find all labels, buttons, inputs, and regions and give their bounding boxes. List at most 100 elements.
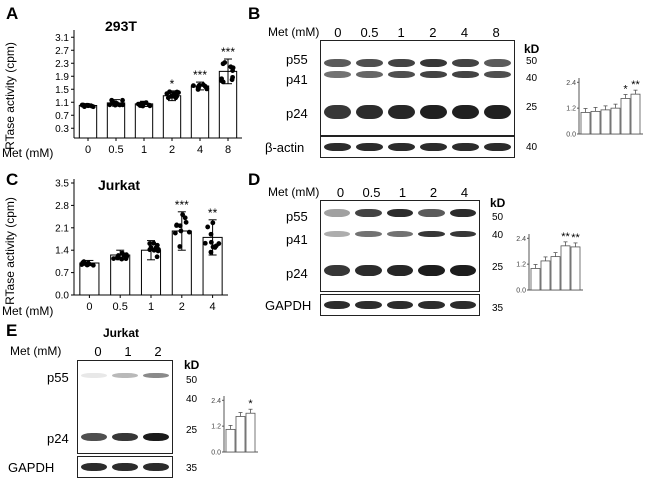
panel-d-ladder-50: 50: [492, 212, 504, 223]
panel-b-band: [387, 105, 415, 119]
panel-c-data-point: [151, 240, 157, 246]
panel-c-data-point: [119, 250, 125, 256]
panel-c-data-point: [124, 252, 129, 258]
panel-d-inset-bar: [530, 268, 541, 291]
panel-b-band: [420, 105, 448, 119]
panel-e-title: Jurkat: [103, 326, 140, 340]
panel-e-quantification-inset: 0.0 1.2 2.4 *: [211, 396, 258, 457]
panel-d-loading-band: [449, 301, 477, 309]
panel-d-ladder-40: 40: [492, 230, 504, 241]
panel-b-band: [420, 59, 448, 67]
panel-c-x-tick-label: 4: [210, 301, 216, 313]
panel-b-lane-label: 1: [397, 25, 405, 40]
panel-c-data-point: [208, 231, 214, 237]
panel-a-significance: ***: [221, 45, 235, 59]
panel-d-band: [449, 209, 477, 217]
panel-d-band-label-p41: p41: [286, 232, 308, 247]
panel-a-y-tick-label: 1.9: [55, 72, 69, 83]
panel-a-significance: *: [170, 77, 175, 91]
panel-a-y-tick-label: 2.3: [55, 59, 69, 70]
panel-e-label: E: [6, 321, 18, 340]
panel-a-data-point: [190, 83, 196, 89]
panel-b-loading-band: [420, 143, 448, 151]
panel-d-band: [355, 209, 382, 217]
panel-d-lane-label: 0: [336, 185, 345, 200]
panel-d-band: [418, 209, 445, 217]
panel-c-data-point: [178, 228, 184, 234]
panel-b-band: [387, 59, 415, 67]
panel-b-ladder-25: 25: [526, 102, 538, 113]
panel-a-data-point: [173, 95, 179, 101]
panel-a-data-point: [202, 83, 208, 89]
panel-a-data-point: [80, 102, 86, 108]
panel-a-y-tick-label: 3.1: [55, 33, 69, 44]
panel-b-ladder-50: 50: [526, 56, 538, 67]
panel-c-data-point: [183, 219, 189, 225]
panel-b-quantification-inset: 0.0 1.2 2.4 * **: [566, 78, 643, 139]
panel-d-band: [449, 265, 477, 276]
panel-d-lane-labels: 0 0.5 1 2 4: [325, 185, 480, 201]
panel-b-loading-band: [323, 143, 351, 151]
panel-b-loading-ladder: 40: [526, 142, 538, 153]
panel-d-loading-band: [323, 301, 351, 309]
panel-e-inset-bar: [235, 416, 246, 453]
panel-c-data-point: [119, 256, 125, 262]
panel-d-met-title: Met (mM): [268, 185, 320, 199]
panel-c-y-tick-label: 1.4: [55, 246, 69, 257]
panel-b-band-label-p24: p24: [286, 106, 308, 121]
panel-d-inset-significance: **: [571, 232, 580, 244]
panel-b-band: [484, 105, 512, 119]
panel-b-lane-label: 0.5: [360, 25, 379, 40]
panel-a-bar: [190, 85, 210, 139]
panel-a-y-tick-label: 0.3: [55, 124, 69, 135]
panel-b-inset-y-tick-label: 0.0: [566, 132, 576, 139]
panel-e-loading-label: GAPDH: [8, 460, 55, 475]
panel-e-ladder-25: 25: [186, 425, 198, 436]
panel-e-loading-ladder: 35: [186, 463, 198, 474]
panel-a-data-point: [218, 78, 224, 84]
panel-e-western-blot: [77, 360, 173, 454]
panel-b-inset-significance: *: [623, 83, 628, 95]
panel-b-ladder-40: 40: [526, 73, 538, 84]
panel-d-band: [386, 231, 414, 237]
panel-c-x-tick-label: 2: [179, 301, 185, 313]
panel-c-x-axis-title: Met (mM): [2, 304, 54, 318]
panel-b-band: [420, 71, 448, 78]
panel-b-inset-significance: **: [631, 79, 640, 91]
panel-a-data-point: [135, 101, 141, 107]
panel-a-x-tick-label: 1: [141, 144, 147, 156]
panel-d-inset-bar: [540, 260, 551, 291]
panel-e-kd-label: kD: [184, 358, 200, 372]
panel-a-y-tick-label: 1.5: [55, 85, 69, 96]
panel-d-inset-y-tick-label: 0.0: [516, 288, 526, 295]
panel-b-western-blot: [320, 40, 515, 136]
panel-e-band: [80, 373, 107, 378]
panel-c-data-point: [174, 222, 180, 228]
panel-c-data-point: [177, 244, 183, 249]
panel-b-band: [387, 71, 415, 78]
panel-a-y-axis-label: RTase activity (cpm): [3, 42, 17, 150]
panel-c-data-point: [202, 240, 208, 246]
panel-b-band: [355, 59, 383, 67]
panel-d-band: [323, 209, 351, 217]
panel-e-ladder-40: 40: [186, 394, 198, 405]
panel-d-ladder-25: 25: [492, 262, 504, 273]
panel-d-label: D: [248, 170, 261, 189]
panel-c-data-point: [208, 249, 214, 255]
panel-c-bar-chart: 0.0 0.7 1.4 2.1 2.8 3.5 0 0.5 1 2 *** 4 **: [55, 179, 228, 313]
panel-a-data-point: [220, 61, 226, 67]
panel-e-band-label-p24: p24: [47, 431, 69, 446]
panel-d-inset-significance: **: [561, 231, 570, 243]
panel-d-lane-label: 2: [429, 185, 438, 200]
panel-c-data-point: [172, 230, 178, 236]
panel-a-data-point: [120, 97, 125, 103]
panel-d-quantification-inset: 0.0 1.2 2.4 ** **: [516, 231, 583, 295]
panel-c-y-tick-label: 0.0: [55, 291, 69, 302]
panel-c-title: Jurkat: [98, 177, 141, 193]
panel-e-inset-y-tick-label: 1.2: [211, 424, 221, 431]
panel-a-label: A: [6, 4, 19, 23]
panel-a-data-point: [197, 82, 202, 88]
panel-a-significance: ***: [193, 68, 207, 82]
panel-b-band: [355, 105, 383, 119]
panel-c-y-tick-label: 3.5: [55, 179, 69, 190]
